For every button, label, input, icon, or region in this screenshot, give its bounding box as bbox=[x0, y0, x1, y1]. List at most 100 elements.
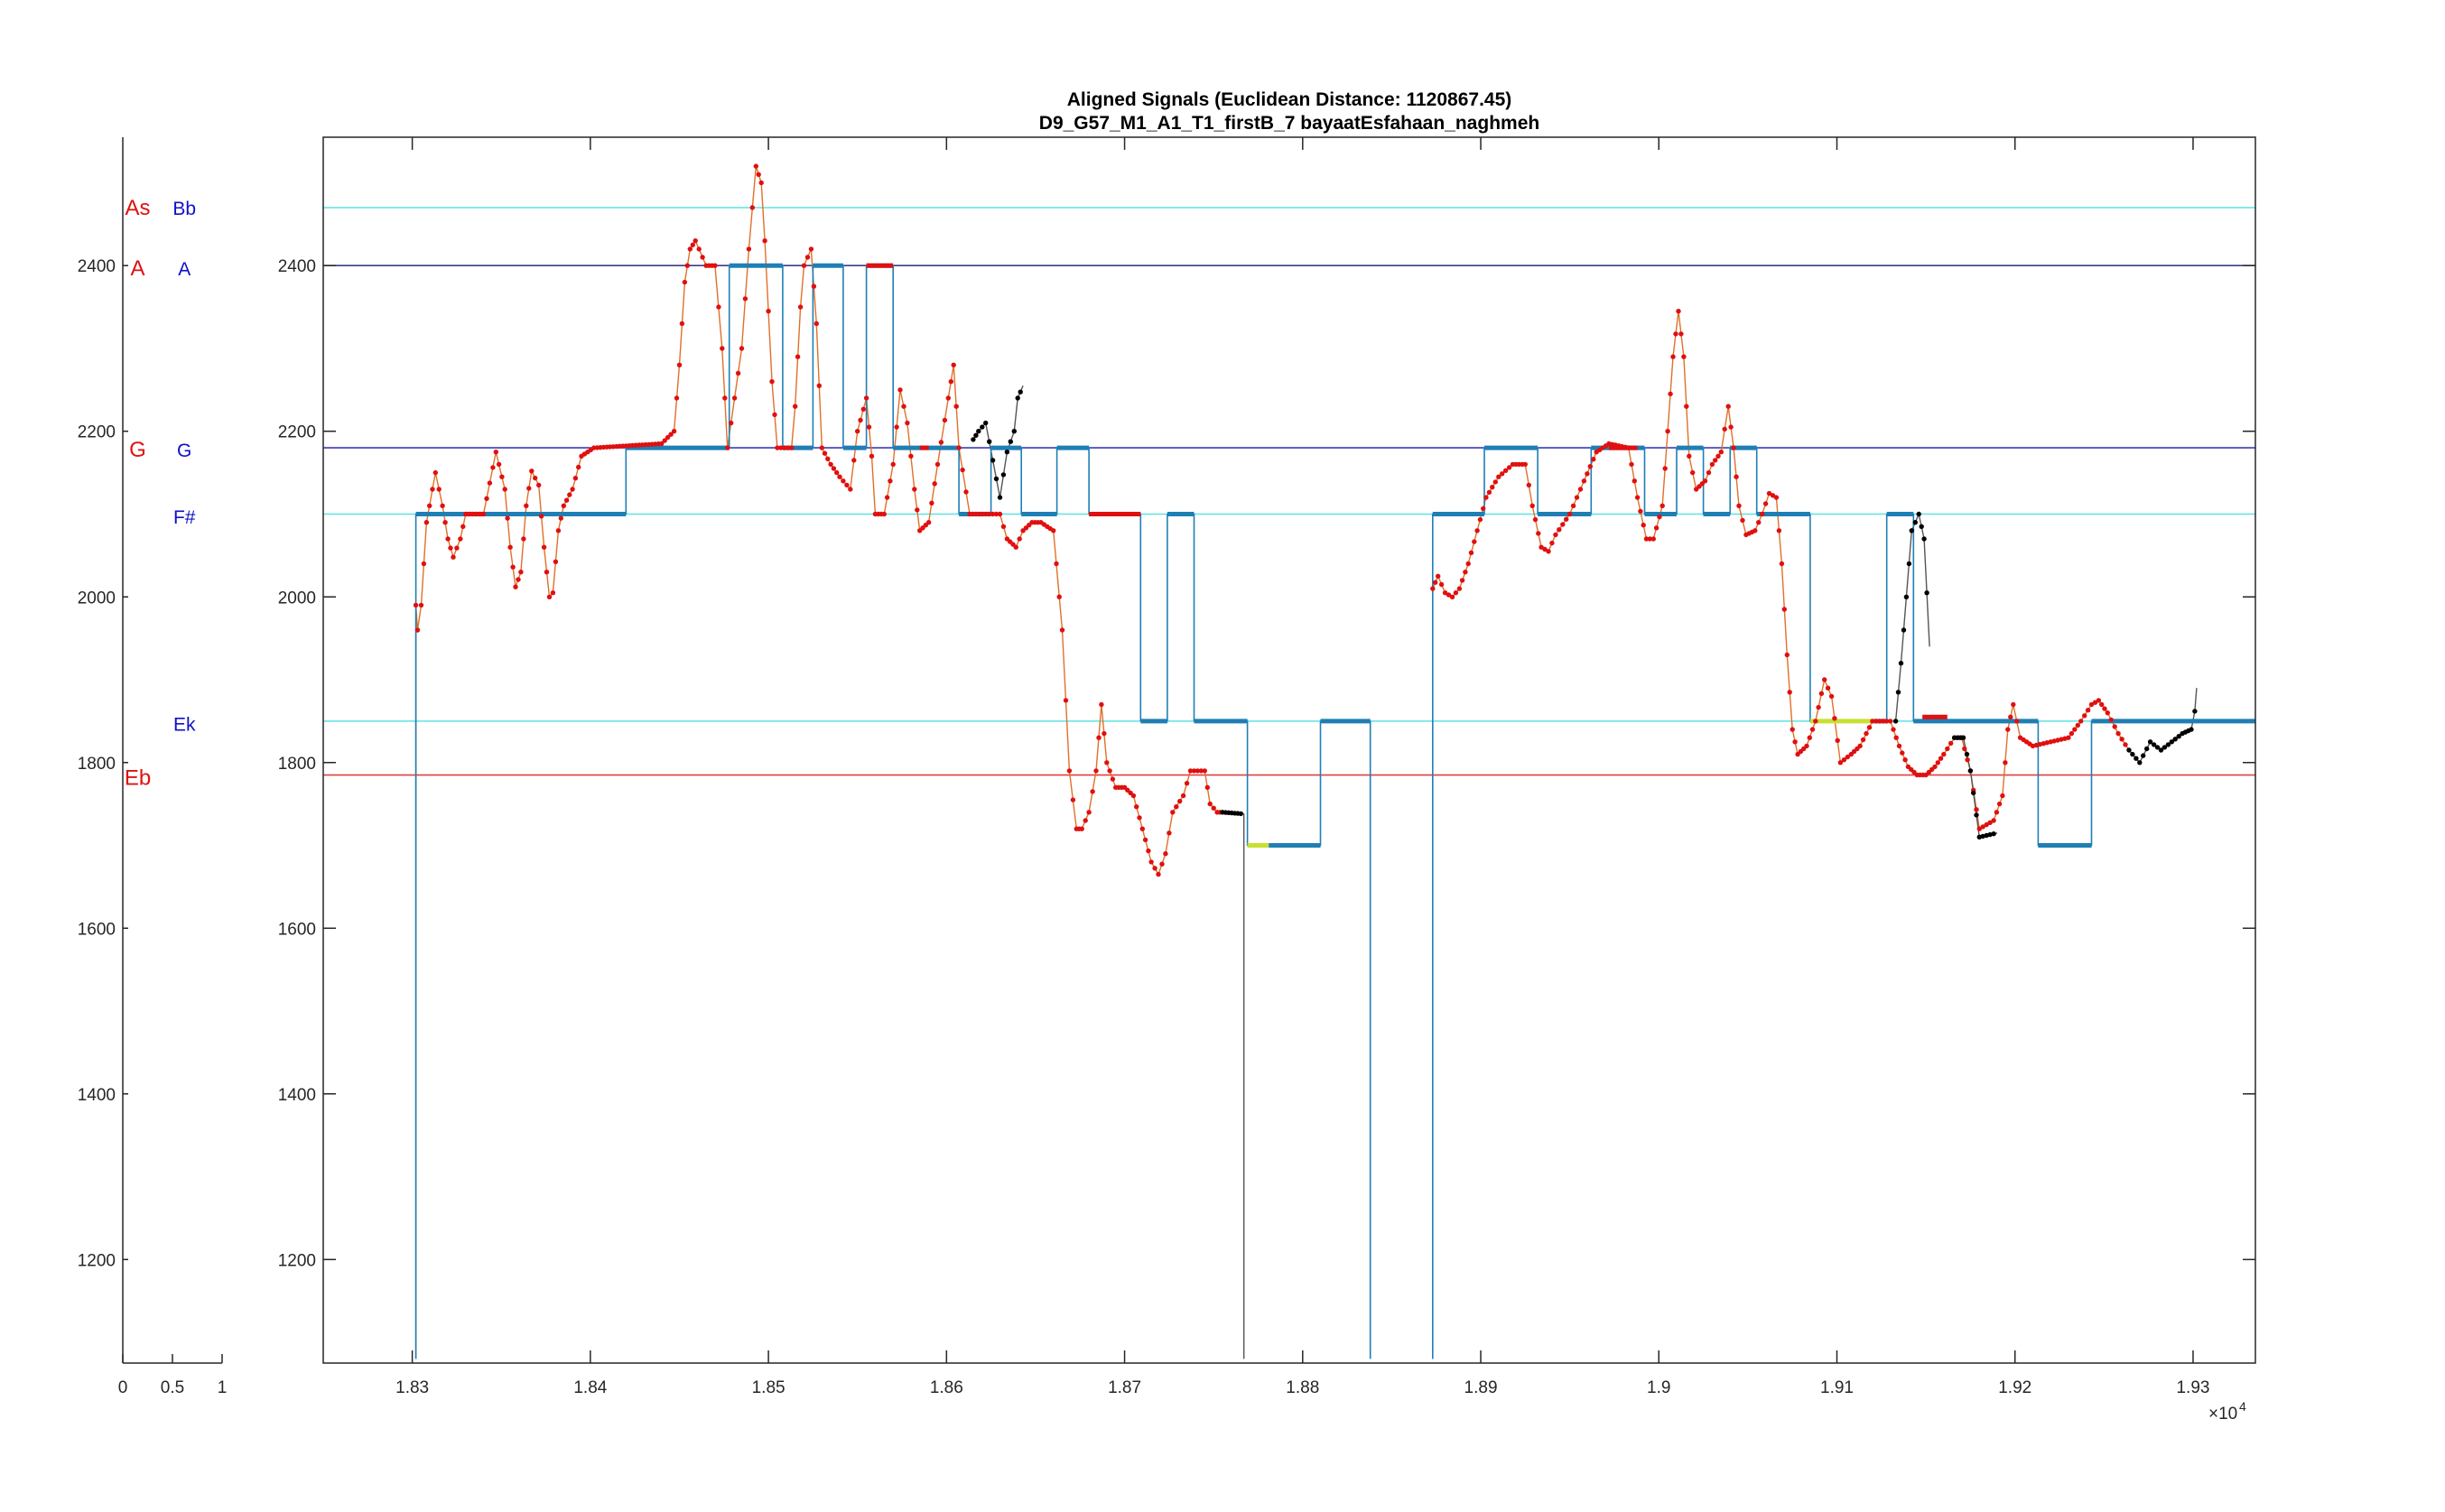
series-point bbox=[659, 441, 665, 447]
series-point bbox=[1477, 516, 1483, 523]
series-point bbox=[696, 246, 702, 252]
series-point bbox=[1715, 453, 1721, 459]
series-point bbox=[2014, 719, 2020, 724]
series-point bbox=[1574, 495, 1580, 500]
series-point bbox=[976, 429, 981, 434]
series-point bbox=[442, 520, 448, 525]
series-point bbox=[756, 172, 761, 177]
series-point bbox=[808, 246, 814, 252]
series-point bbox=[1690, 469, 1696, 476]
series-point bbox=[2123, 742, 2128, 747]
series-point bbox=[460, 524, 466, 529]
series-point bbox=[2088, 701, 2095, 708]
series-point bbox=[526, 486, 532, 491]
y-tick-label: 1200 bbox=[278, 1251, 316, 1270]
series-point bbox=[1668, 391, 1673, 397]
series-point bbox=[555, 528, 562, 533]
series-point bbox=[1670, 354, 1676, 359]
series-point bbox=[1974, 812, 1979, 818]
series-point bbox=[971, 437, 976, 442]
series-point bbox=[662, 438, 667, 443]
series-point bbox=[1962, 746, 1967, 752]
series-point bbox=[538, 514, 544, 519]
series-point bbox=[1449, 594, 1455, 599]
series-point bbox=[1877, 719, 1883, 724]
series-point bbox=[1687, 453, 1692, 459]
series-point bbox=[1191, 768, 1197, 774]
series-point bbox=[513, 584, 518, 589]
series-point bbox=[2154, 745, 2161, 750]
series-point bbox=[2172, 737, 2178, 742]
series-point bbox=[546, 594, 553, 599]
series-point bbox=[1766, 490, 1772, 496]
note-label-Eb: Eb bbox=[125, 765, 151, 790]
series-point bbox=[1760, 511, 1765, 517]
series-point bbox=[1051, 528, 1056, 533]
series-point bbox=[1018, 389, 1023, 394]
x-tick-label: 1.91 bbox=[1820, 1378, 1854, 1397]
series-point bbox=[1015, 395, 1020, 401]
series-point bbox=[789, 445, 795, 450]
series-point bbox=[1442, 590, 1448, 596]
series-point bbox=[1657, 514, 1662, 520]
series-point bbox=[1965, 757, 1970, 763]
series-point bbox=[1204, 784, 1211, 790]
series-point bbox=[851, 458, 857, 463]
series-point bbox=[1807, 735, 1813, 740]
plot-box bbox=[322, 136, 2256, 1364]
series-point bbox=[1107, 768, 1112, 774]
series-point bbox=[1170, 810, 1176, 815]
series-point bbox=[1000, 472, 1007, 478]
series-point bbox=[1159, 861, 1165, 867]
series-point bbox=[1066, 768, 1073, 774]
series-point bbox=[1762, 501, 1769, 506]
series-point bbox=[1756, 520, 1762, 525]
series-point bbox=[1935, 760, 1940, 765]
series-point bbox=[1430, 586, 1436, 591]
series-point bbox=[739, 346, 745, 351]
series-point bbox=[470, 511, 476, 517]
series-point bbox=[2011, 701, 2016, 708]
series-point bbox=[1174, 804, 1179, 810]
series-point bbox=[1731, 445, 1736, 450]
series-point bbox=[1893, 735, 1899, 740]
series-point bbox=[1566, 511, 1573, 517]
note-label-G: G bbox=[129, 438, 146, 462]
series-point bbox=[430, 487, 435, 492]
series-point bbox=[2099, 701, 2105, 708]
series-point bbox=[1177, 798, 1183, 804]
series-point bbox=[1629, 461, 1634, 468]
series-point bbox=[1000, 524, 1007, 529]
series-point bbox=[2137, 760, 2143, 765]
series-point bbox=[1187, 768, 1194, 774]
series-point bbox=[1063, 698, 1069, 703]
y-tick-label: 2200 bbox=[278, 423, 316, 442]
series-point bbox=[1142, 837, 1148, 843]
series-point bbox=[1888, 719, 1893, 724]
series-point bbox=[1866, 725, 1873, 730]
series-point bbox=[1984, 821, 1989, 828]
series-point bbox=[1004, 450, 1010, 455]
series-point bbox=[778, 445, 784, 450]
series-point bbox=[1011, 429, 1018, 434]
x-tick-label: 1.84 bbox=[573, 1378, 607, 1397]
series-point bbox=[423, 520, 430, 525]
series-point bbox=[956, 445, 962, 450]
series-point bbox=[2134, 756, 2139, 761]
series-point bbox=[445, 536, 451, 542]
series-point bbox=[436, 487, 442, 492]
series-point bbox=[576, 464, 581, 470]
note-axis-y-tick-label: 1400 bbox=[78, 1086, 116, 1105]
series-point bbox=[993, 476, 999, 482]
series-point bbox=[915, 507, 920, 513]
series-point bbox=[516, 577, 521, 582]
series-point bbox=[1980, 824, 1985, 830]
series-point bbox=[1139, 826, 1146, 831]
note-axis-x-tick-label: 0 bbox=[118, 1378, 128, 1397]
series-point bbox=[762, 238, 767, 244]
series-point bbox=[901, 404, 906, 409]
x-tick-label: 1.83 bbox=[395, 1378, 429, 1397]
series-point bbox=[1238, 811, 1244, 817]
series-point bbox=[2105, 710, 2110, 716]
series-point bbox=[502, 487, 507, 492]
